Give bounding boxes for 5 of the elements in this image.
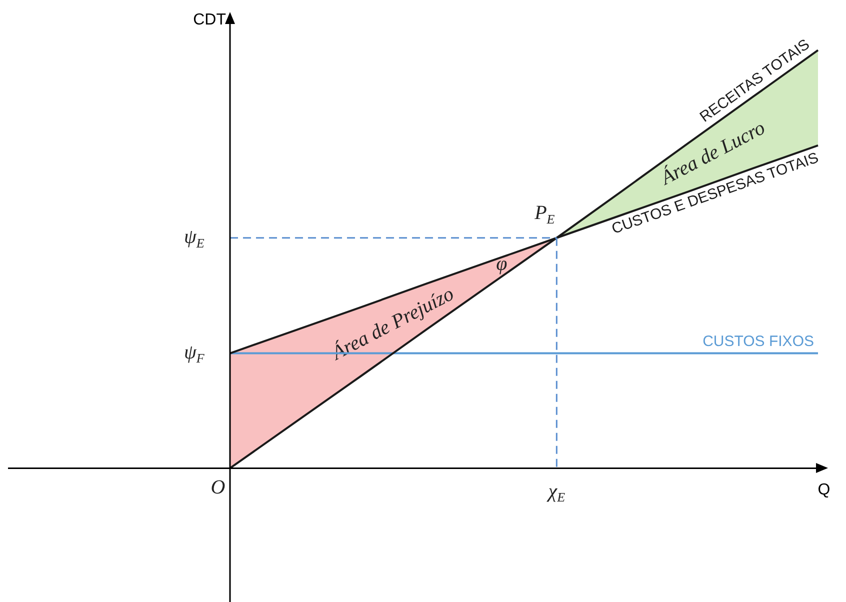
annotation: φ (496, 253, 508, 276)
x-axis-title: Q (818, 482, 830, 499)
y-axis-title: CDT (193, 11, 226, 28)
text: O (210, 476, 226, 498)
series-label: CUSTOS FIXOS (702, 332, 814, 350)
